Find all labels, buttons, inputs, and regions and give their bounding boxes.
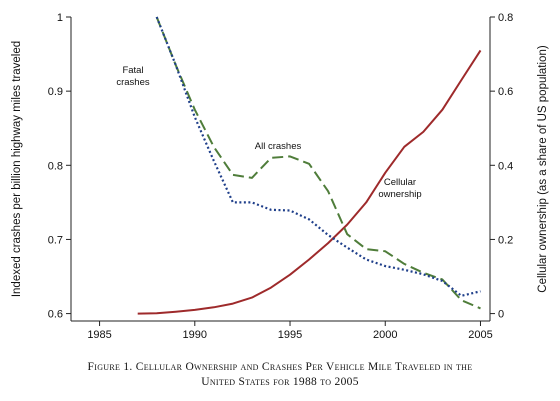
x-tick-label: 2000 [373, 329, 397, 341]
figure-caption: Figure 1. Cellular Ownership and Crashes… [0, 360, 560, 390]
y-left-tick-label: 0.9 [48, 86, 63, 98]
series-line-all-crashes [155, 16, 481, 310]
x-tick-label: 1985 [87, 329, 111, 341]
y-axis-right-title: Cellular ownership (as a share of US pop… [537, 45, 549, 293]
y-right-tick-label: 0.8 [498, 12, 513, 24]
fatal-crashes-label: crashes [116, 77, 150, 88]
caption-line-2: United States for 1988 to 2005 [201, 376, 359, 388]
y-right-tick-label: 0 [498, 309, 504, 321]
cellular-ownership-label: ownership [378, 189, 421, 200]
x-tick-label: 2005 [468, 329, 492, 341]
y-right-tick-label: 0.6 [498, 86, 513, 98]
y-right-tick-label: 0.4 [498, 160, 513, 172]
y-left-tick-label: 1 [57, 12, 63, 24]
series-line-fatal-crashes [155, 16, 481, 297]
y-left-tick-label: 0.7 [48, 234, 63, 246]
x-tick-label: 1995 [278, 329, 302, 341]
fatal-crashes-label: Fatal [122, 65, 143, 76]
series-line-cellular [137, 49, 482, 315]
y-left-tick-label: 0.6 [48, 309, 63, 321]
y-axis-left-title: Indexed crashes per billion highway mile… [11, 41, 23, 297]
all-crashes-label: All crashes [255, 141, 302, 152]
y-right-tick-label: 0.2 [498, 234, 513, 246]
axes: 1985 1990 1995 2000 2005 0.6 0.7 0.8 0.9 1 0 0.2 0.4… [11, 12, 549, 341]
series-layer [137, 16, 482, 315]
x-tick-label: 1990 [183, 329, 207, 341]
cellular-ownership-label: Cellular [384, 177, 416, 188]
y-left-tick-label: 0.8 [48, 160, 63, 172]
caption-line-1: Figure 1. Cellular Ownership and Crashes… [87, 361, 473, 373]
